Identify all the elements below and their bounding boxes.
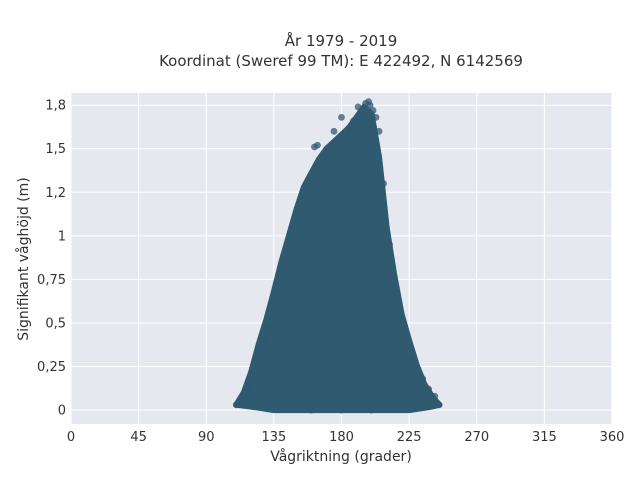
- x-tick-label: 0: [67, 430, 75, 445]
- data-point: [435, 401, 443, 409]
- data-cloud: [233, 103, 443, 414]
- data-point: [308, 406, 315, 414]
- chart-title-line2: Koordinat (Sweref 99 TM): E 422492, N 61…: [159, 52, 523, 70]
- data-point: [366, 101, 374, 109]
- y-axis-label: Signifikant våghöjd (m): [15, 177, 32, 340]
- data-point: [250, 371, 258, 379]
- x-tick-label: 45: [130, 430, 147, 445]
- data-point: [345, 124, 353, 132]
- data-point: [369, 107, 377, 114]
- data-point: [314, 141, 321, 149]
- x-tick-label: 180: [329, 430, 354, 445]
- data-point: [246, 385, 254, 393]
- data-point: [330, 127, 338, 135]
- data-point: [408, 354, 416, 362]
- y-tick-label: 1: [58, 229, 66, 244]
- data-point: [368, 406, 375, 414]
- x-tick-label: 270: [464, 430, 489, 445]
- data-point: [264, 323, 272, 330]
- data-point: [372, 113, 380, 121]
- data-point: [338, 406, 345, 414]
- chart-title-line1: År 1979 - 2019: [285, 31, 398, 50]
- y-axis-ticks: 0 0,25 0,5 0,75 1 1,2 1,5 1,8: [37, 99, 66, 419]
- y-tick-label: 0,75: [37, 273, 66, 288]
- data-point: [419, 375, 427, 383]
- y-tick-label: 0,25: [37, 360, 66, 375]
- data-point: [241, 392, 249, 400]
- y-tick-label: 1,2: [45, 186, 66, 201]
- data-point: [380, 180, 387, 187]
- y-tick-label: 1,5: [45, 142, 66, 157]
- y-tick-label: 0: [58, 404, 66, 419]
- x-axis-label: Vågriktning (grader): [270, 448, 412, 465]
- data-point: [375, 127, 383, 135]
- data-point: [431, 392, 439, 400]
- y-tick-label: 0,5: [45, 316, 66, 331]
- x-tick-label: 90: [198, 430, 215, 445]
- x-tick-label: 315: [532, 430, 557, 445]
- data-point: [256, 361, 264, 369]
- y-tick-label: 1,8: [45, 99, 66, 114]
- data-point: [413, 364, 421, 372]
- data-point: [350, 117, 357, 125]
- data-points: [232, 98, 443, 414]
- scatter-cloud: [233, 103, 443, 414]
- data-point: [386, 241, 393, 248]
- x-tick-label: 360: [600, 430, 625, 445]
- data-point: [259, 336, 267, 344]
- x-axis-ticks: 0 45 90 135 180 225 270 315 360: [67, 430, 625, 445]
- data-point: [354, 103, 362, 111]
- x-tick-label: 225: [397, 430, 422, 445]
- data-point: [338, 113, 345, 121]
- data-point: [425, 385, 433, 393]
- x-tick-label: 135: [261, 430, 286, 445]
- data-point: [237, 397, 245, 405]
